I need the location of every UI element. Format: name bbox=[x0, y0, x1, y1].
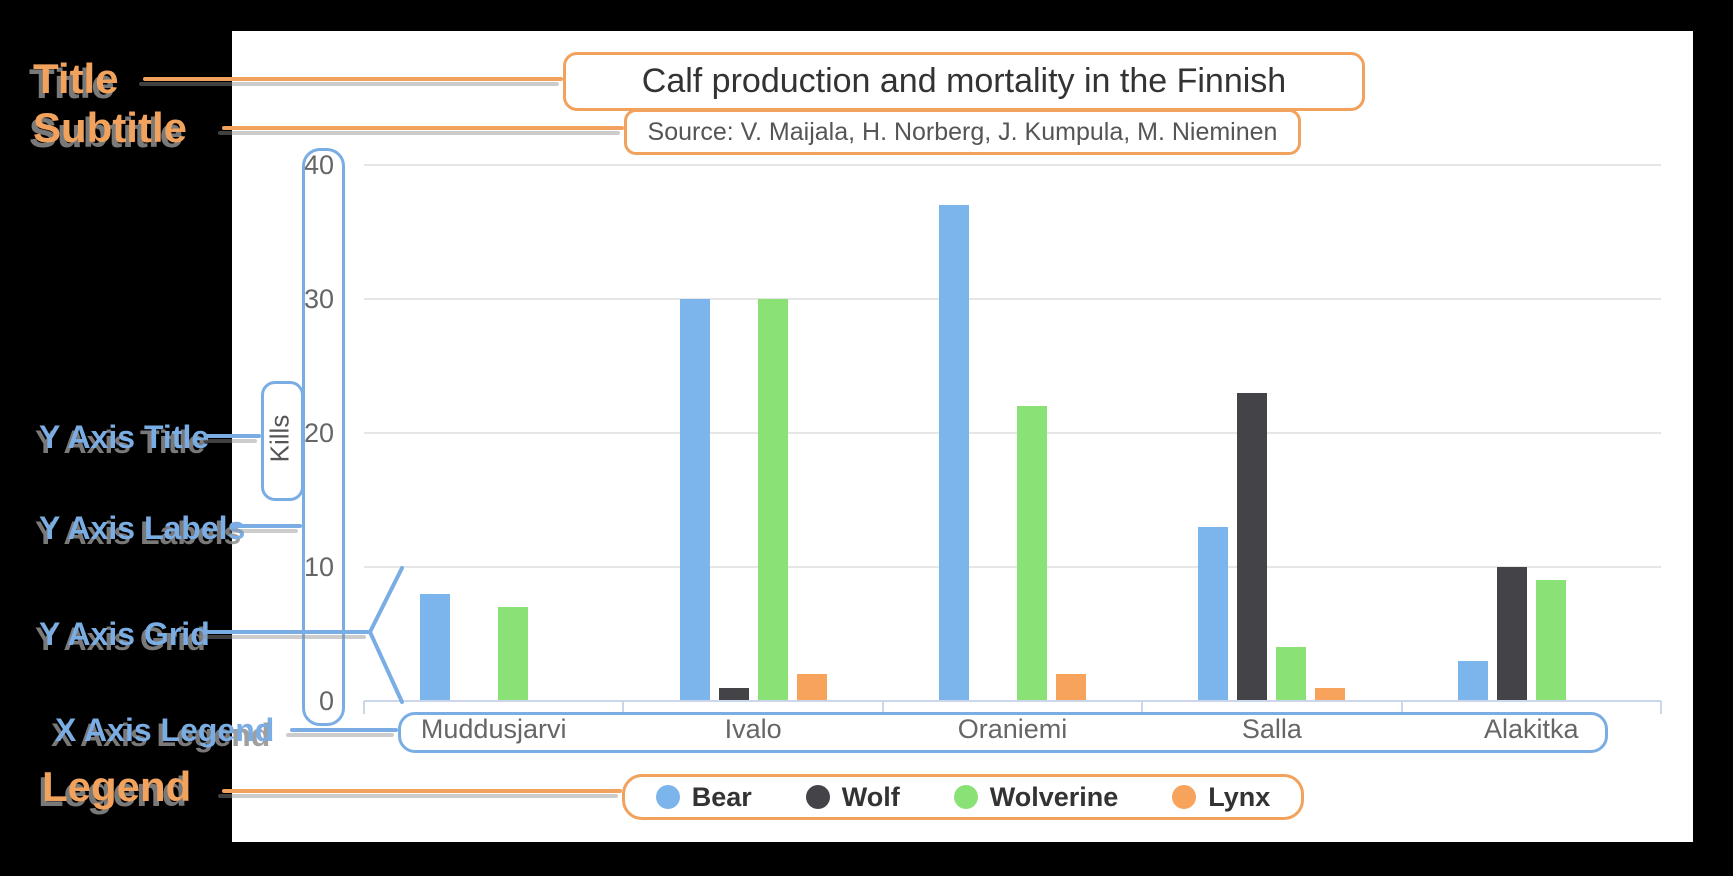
legend-box: Bear Wolf Wolverine Lynx bbox=[622, 774, 1304, 820]
legend-label-bear: Bear bbox=[691, 781, 752, 812]
legend-item-wolverine[interactable]: Wolverine bbox=[953, 781, 1119, 813]
x-axis-category-label-oraniemi: Oraniemi bbox=[957, 714, 1068, 744]
callout-y-axis-labels-label: Y Axis Labels bbox=[39, 510, 246, 546]
y-axis-label-30: 30 bbox=[303, 284, 334, 314]
y-axis-label-0: 0 bbox=[318, 686, 334, 716]
bar-bear-alakitka[interactable] bbox=[1458, 661, 1488, 701]
callout-line-x-axis-legend bbox=[290, 728, 398, 732]
legend-item-bear[interactable]: Bear bbox=[655, 781, 752, 813]
y-axis-title: Kills bbox=[261, 381, 298, 495]
bar-lynx-oraniemi[interactable] bbox=[1056, 674, 1086, 701]
bar-wolf-ivalo[interactable] bbox=[719, 688, 749, 701]
callout-line-y-axis-grid bbox=[204, 630, 370, 634]
callout-x-axis-legend-label: X Axis Legend bbox=[55, 712, 275, 748]
x-axis-tick bbox=[363, 701, 365, 714]
bar-bear-muddusjarvi[interactable] bbox=[420, 594, 450, 701]
x-axis-tick bbox=[1660, 701, 1662, 714]
y-axis-title-text: Kills bbox=[264, 414, 295, 462]
legend-label-lynx: Lynx bbox=[1208, 781, 1271, 812]
legend-marker-bear bbox=[655, 785, 680, 809]
x-axis-tick bbox=[1141, 701, 1144, 714]
bar-lynx-salla[interactable] bbox=[1315, 688, 1345, 701]
gridline-40 bbox=[364, 164, 1661, 166]
bar-wolverine-salla[interactable] bbox=[1276, 647, 1306, 701]
legend-item-lynx[interactable]: Lynx bbox=[1172, 782, 1270, 813]
callout-subtitle-label: Subtitle bbox=[33, 104, 187, 151]
callout-line-legend bbox=[222, 789, 622, 793]
x-axis-tick bbox=[881, 701, 884, 714]
x-axis-category-label-salla: Salla bbox=[1241, 714, 1302, 744]
chart-title-box: Calf production and mortality in the Fin… bbox=[563, 52, 1365, 111]
bar-wolverine-oraniemi[interactable] bbox=[1017, 406, 1047, 701]
bar-bear-ivalo[interactable] bbox=[680, 299, 710, 701]
callout-line-y-axis-title bbox=[204, 434, 261, 438]
legend-marker-wolf bbox=[805, 785, 830, 809]
chart-title-text: Calf production and mortality in the Fin… bbox=[641, 62, 1287, 100]
callout-y-axis-grid-label: Y Axis Grid bbox=[39, 616, 210, 652]
bar-wolverine-muddusjarvi[interactable] bbox=[498, 607, 528, 701]
legend-label-wolf: Wolf bbox=[841, 781, 900, 812]
y-axis-label-20: 20 bbox=[303, 418, 334, 448]
callout-y-axis-title-label: Y Axis Title bbox=[39, 419, 210, 455]
x-axis-tick bbox=[1400, 701, 1403, 714]
bar-wolverine-alakitka[interactable] bbox=[1536, 580, 1566, 701]
y-axis-title-outline-box bbox=[261, 381, 304, 501]
y-axis-label-40: 40 bbox=[303, 150, 334, 180]
chart-subtitle-text: Source: V. Maijala, H. Norberg, J. Kumpu… bbox=[647, 117, 1278, 146]
x-axis-category-label-alakitka: Alakitka bbox=[1484, 714, 1579, 744]
chart-subtitle-box: Source: V. Maijala, H. Norberg, J. Kumpu… bbox=[624, 109, 1301, 155]
x-axis-line bbox=[364, 700, 1661, 702]
bar-wolf-alakitka[interactable] bbox=[1497, 567, 1527, 701]
callout-legend-label: Legend bbox=[42, 763, 192, 810]
gridline-20 bbox=[364, 432, 1661, 434]
legend-label-wolverine: Wolverine bbox=[989, 781, 1119, 812]
callout-line-subtitle bbox=[222, 126, 624, 130]
legend-marker-lynx bbox=[1172, 785, 1197, 809]
x-axis-tick bbox=[622, 701, 625, 714]
bar-wolverine-ivalo[interactable] bbox=[758, 299, 788, 701]
gridline-10 bbox=[364, 566, 1661, 568]
bar-lynx-ivalo[interactable] bbox=[797, 674, 827, 701]
bar-wolf-salla[interactable] bbox=[1237, 393, 1267, 701]
gridline-30 bbox=[364, 298, 1661, 300]
bar-bear-salla[interactable] bbox=[1198, 527, 1228, 701]
y-axis-grid-fork-bracket bbox=[368, 566, 404, 704]
legend-item-wolf[interactable]: Wolf bbox=[805, 781, 900, 813]
bar-bear-oraniemi[interactable] bbox=[939, 205, 969, 701]
x-axis-category-label-ivalo: Ivalo bbox=[724, 714, 782, 744]
y-axis-label-10: 10 bbox=[303, 552, 334, 582]
callout-line-title bbox=[143, 77, 563, 81]
x-axis-category-label-muddusjarvi: Muddusjarvi bbox=[420, 714, 567, 744]
callout-title-label: Title bbox=[33, 55, 119, 102]
callout-line-y-axis-labels bbox=[233, 524, 302, 528]
legend-marker-wolverine bbox=[953, 785, 978, 809]
